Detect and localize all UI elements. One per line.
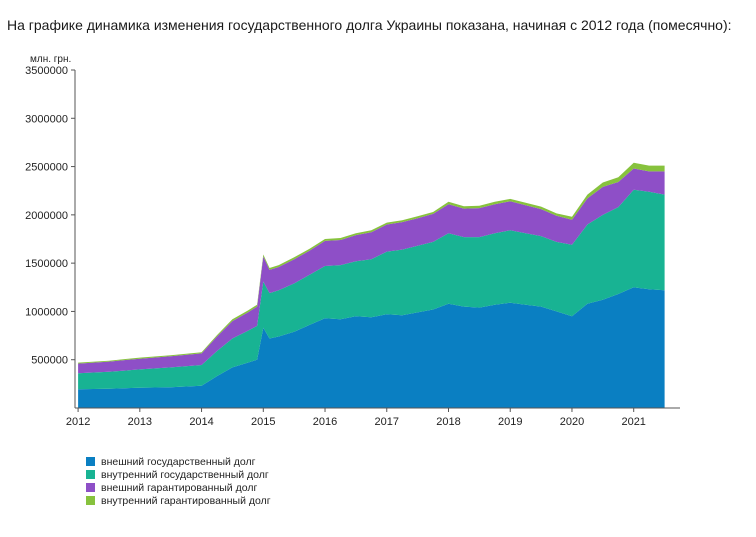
legend-swatch: [86, 457, 95, 466]
series-areas: [78, 162, 665, 408]
x-tick-label: 2014: [189, 416, 213, 428]
area-series-2: [78, 189, 665, 390]
legend-swatch: [86, 483, 95, 492]
legend-label: внешний государственный долг: [101, 455, 256, 468]
legend-label: внутренний гарантированный долг: [101, 494, 271, 507]
x-tick-label: 2018: [436, 416, 460, 428]
legend-item-1: внешний государственный долг: [86, 455, 271, 468]
y-axis-unit-label: млн. грн.: [30, 54, 71, 65]
chart-legend: внешний государственный долг внутренний г…: [86, 455, 271, 507]
y-tick-label: 500000: [31, 355, 68, 367]
legend-swatch: [86, 470, 95, 479]
x-tick-label: 2021: [621, 416, 645, 428]
legend-label: внешний гарантированный долг: [101, 481, 258, 494]
y-tick-label: 1000000: [25, 306, 68, 318]
y-tick-label: 2500000: [25, 162, 68, 174]
legend-label: внутренний государственный долг: [101, 468, 269, 481]
y-tick-label: 2000000: [25, 210, 68, 222]
area-series-4: [78, 162, 665, 364]
legend-swatch: [86, 496, 95, 505]
y-tick-label: 1500000: [25, 258, 68, 270]
x-tick-label: 2016: [313, 416, 337, 428]
legend-item-3: внешний гарантированный долг: [86, 481, 271, 494]
legend-item-2: внутренний государственный долг: [86, 468, 271, 481]
x-tick-label: 2013: [128, 416, 152, 428]
legend-item-4: внутренний гарантированный долг: [86, 494, 271, 507]
area-series-3: [78, 168, 665, 374]
x-tick-label: 2017: [375, 416, 399, 428]
y-tick-label: 3500000: [25, 65, 68, 77]
y-tick-label: 3000000: [25, 113, 68, 125]
area-series-1: [78, 287, 665, 408]
chart-heading: На графике динамика изменения государств…: [7, 17, 732, 33]
x-tick-label: 2015: [251, 416, 275, 428]
y-axis-ticks: 500000 1000000 1500000 2000000 2500000 300000…: [25, 65, 75, 367]
x-tick-label: 2012: [66, 416, 90, 428]
x-tick-label: 2019: [498, 416, 522, 428]
x-axis-ticks: 2012 2013 2014 2015 2016 2017 2018 2019 2020 2021: [66, 408, 646, 428]
x-tick-label: 2020: [560, 416, 584, 428]
